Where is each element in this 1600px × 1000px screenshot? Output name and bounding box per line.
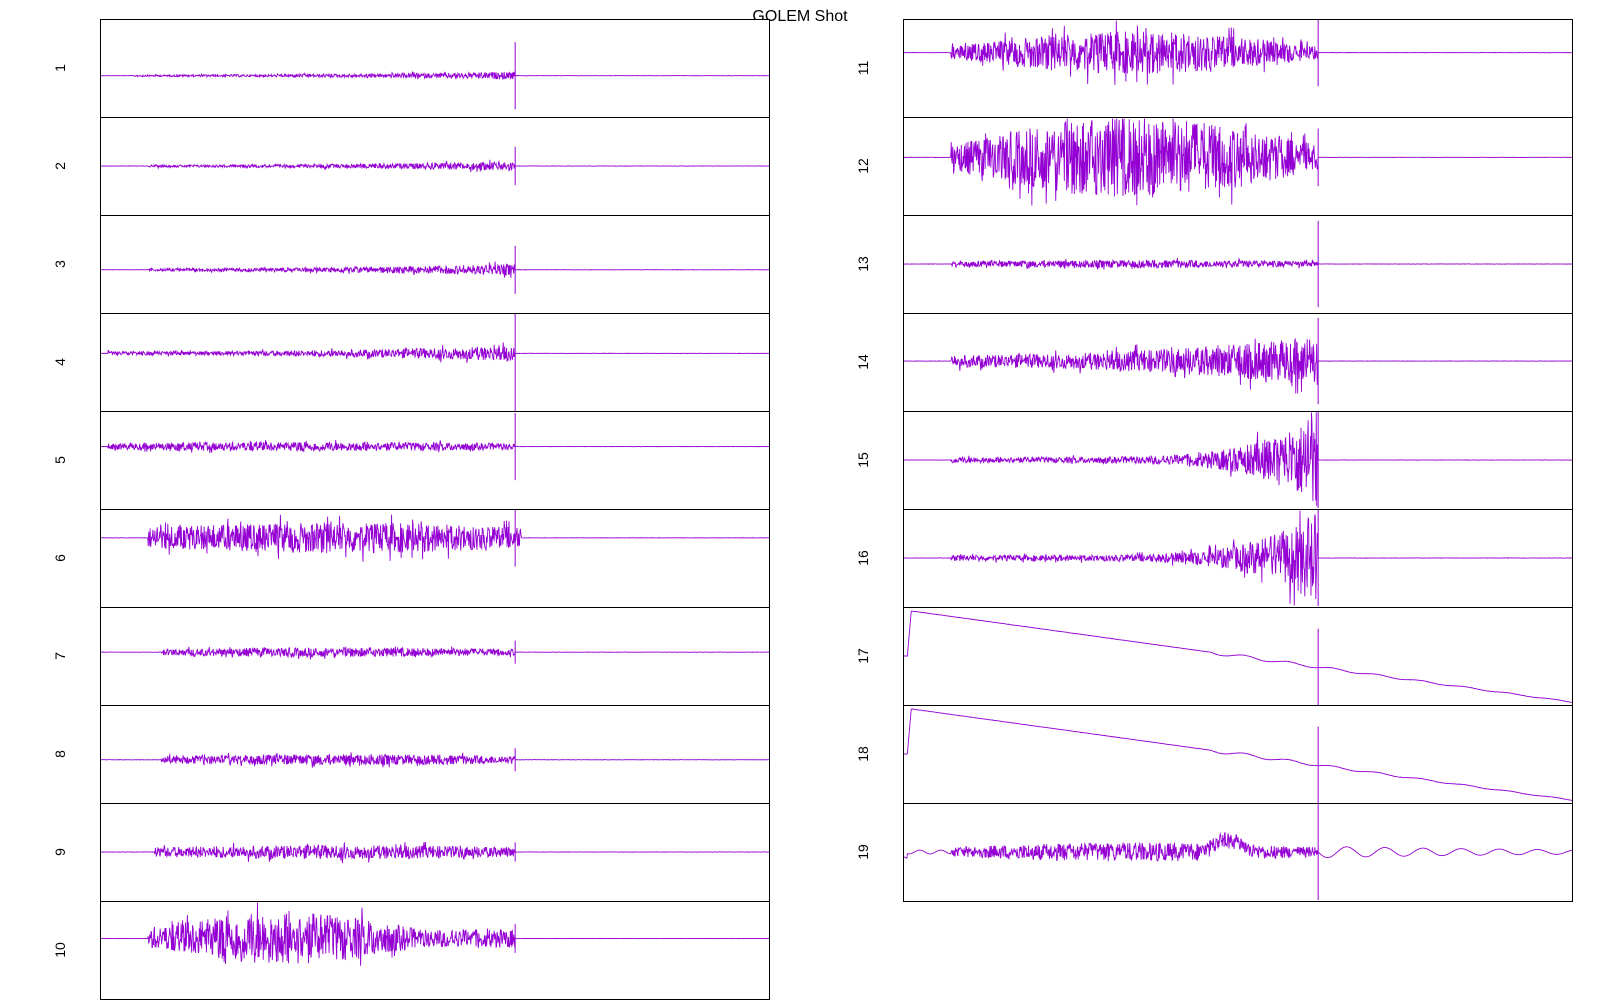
- panel-label-14: 14: [855, 354, 871, 370]
- panel-5-plot: [101, 412, 769, 481]
- series-line-9: [101, 841, 769, 864]
- panel-13: [903, 215, 1573, 314]
- panel-2: [100, 117, 770, 216]
- panel-label-7: 7: [52, 652, 68, 660]
- panel-label-12: 12: [855, 158, 871, 174]
- series-line-13: [904, 257, 1572, 270]
- panel-3: [100, 215, 770, 314]
- panel-label-16: 16: [855, 550, 871, 566]
- panel-label-19: 19: [855, 844, 871, 860]
- panel-label-8: 8: [52, 750, 68, 758]
- panel-9: [100, 803, 770, 902]
- panel-label-18: 18: [855, 746, 871, 762]
- series-line-5: [101, 439, 769, 453]
- panel-8: [100, 705, 770, 804]
- panel-8-plot: [101, 748, 769, 772]
- chart-title: GOLEM Shot: [752, 8, 848, 25]
- panel-label-15: 15: [855, 452, 871, 468]
- panel-2-plot: [101, 146, 769, 186]
- panel-6-plot: [101, 510, 769, 567]
- panel-5: [100, 411, 770, 510]
- series-line-12: [904, 118, 1572, 206]
- panel-10-plot: [101, 902, 769, 966]
- panel-label-13: 13: [855, 256, 871, 272]
- panel-9-plot: [101, 841, 769, 864]
- panel-4: [100, 313, 770, 412]
- panel-14-plot: [904, 317, 1572, 405]
- panel-12: [903, 117, 1573, 216]
- panel-15-plot: [904, 412, 1572, 509]
- panel-12-plot: [904, 118, 1572, 206]
- panel-17: [903, 607, 1573, 706]
- panel-7-plot: [101, 640, 769, 664]
- panel-11-plot: [904, 20, 1572, 87]
- series-line-2: [101, 159, 769, 173]
- series-line-7: [101, 646, 769, 660]
- panel-15: [903, 411, 1573, 510]
- series-line-15: [904, 412, 1572, 507]
- panel-label-5: 5: [52, 456, 68, 464]
- panel-17-plot: [904, 610, 1572, 705]
- panel-6: [100, 509, 770, 608]
- panel-18-plot: [904, 708, 1572, 803]
- panel-label-17: 17: [855, 648, 871, 664]
- panel-label-9: 9: [52, 848, 68, 856]
- panel-19: [903, 803, 1573, 902]
- panel-label-3: 3: [52, 260, 68, 268]
- panel-4-plot: [101, 314, 769, 411]
- panel-11: [903, 19, 1573, 118]
- series-line-19: [904, 832, 1572, 862]
- panel-16: [903, 509, 1573, 608]
- panel-label-2: 2: [52, 162, 68, 170]
- series-line-4: [101, 342, 769, 364]
- panel-label-6: 6: [52, 554, 68, 562]
- panel-1-plot: [101, 42, 769, 110]
- panel-10: [100, 901, 770, 1000]
- panel-label-1: 1: [52, 64, 68, 72]
- panel-18: [903, 705, 1573, 804]
- panel-13-plot: [904, 220, 1572, 308]
- series-line-14: [904, 337, 1572, 394]
- series-line-16: [904, 510, 1572, 606]
- panel-16-plot: [904, 510, 1572, 607]
- series-line-18: [904, 708, 1572, 801]
- panel-14: [903, 313, 1573, 412]
- series-line-10: [101, 902, 769, 966]
- series-line-17: [904, 610, 1572, 703]
- panel-3-plot: [101, 245, 769, 294]
- panel-label-11: 11: [855, 60, 871, 76]
- series-line-1: [101, 70, 769, 80]
- panel-19-plot: [904, 804, 1572, 901]
- series-line-11: [904, 20, 1572, 85]
- panel-label-10: 10: [52, 942, 68, 958]
- series-line-6: [101, 514, 769, 562]
- panel-1: [100, 19, 770, 118]
- panel-label-4: 4: [52, 358, 68, 366]
- panel-7: [100, 607, 770, 706]
- series-line-3: [101, 261, 769, 278]
- series-line-8: [101, 752, 769, 768]
